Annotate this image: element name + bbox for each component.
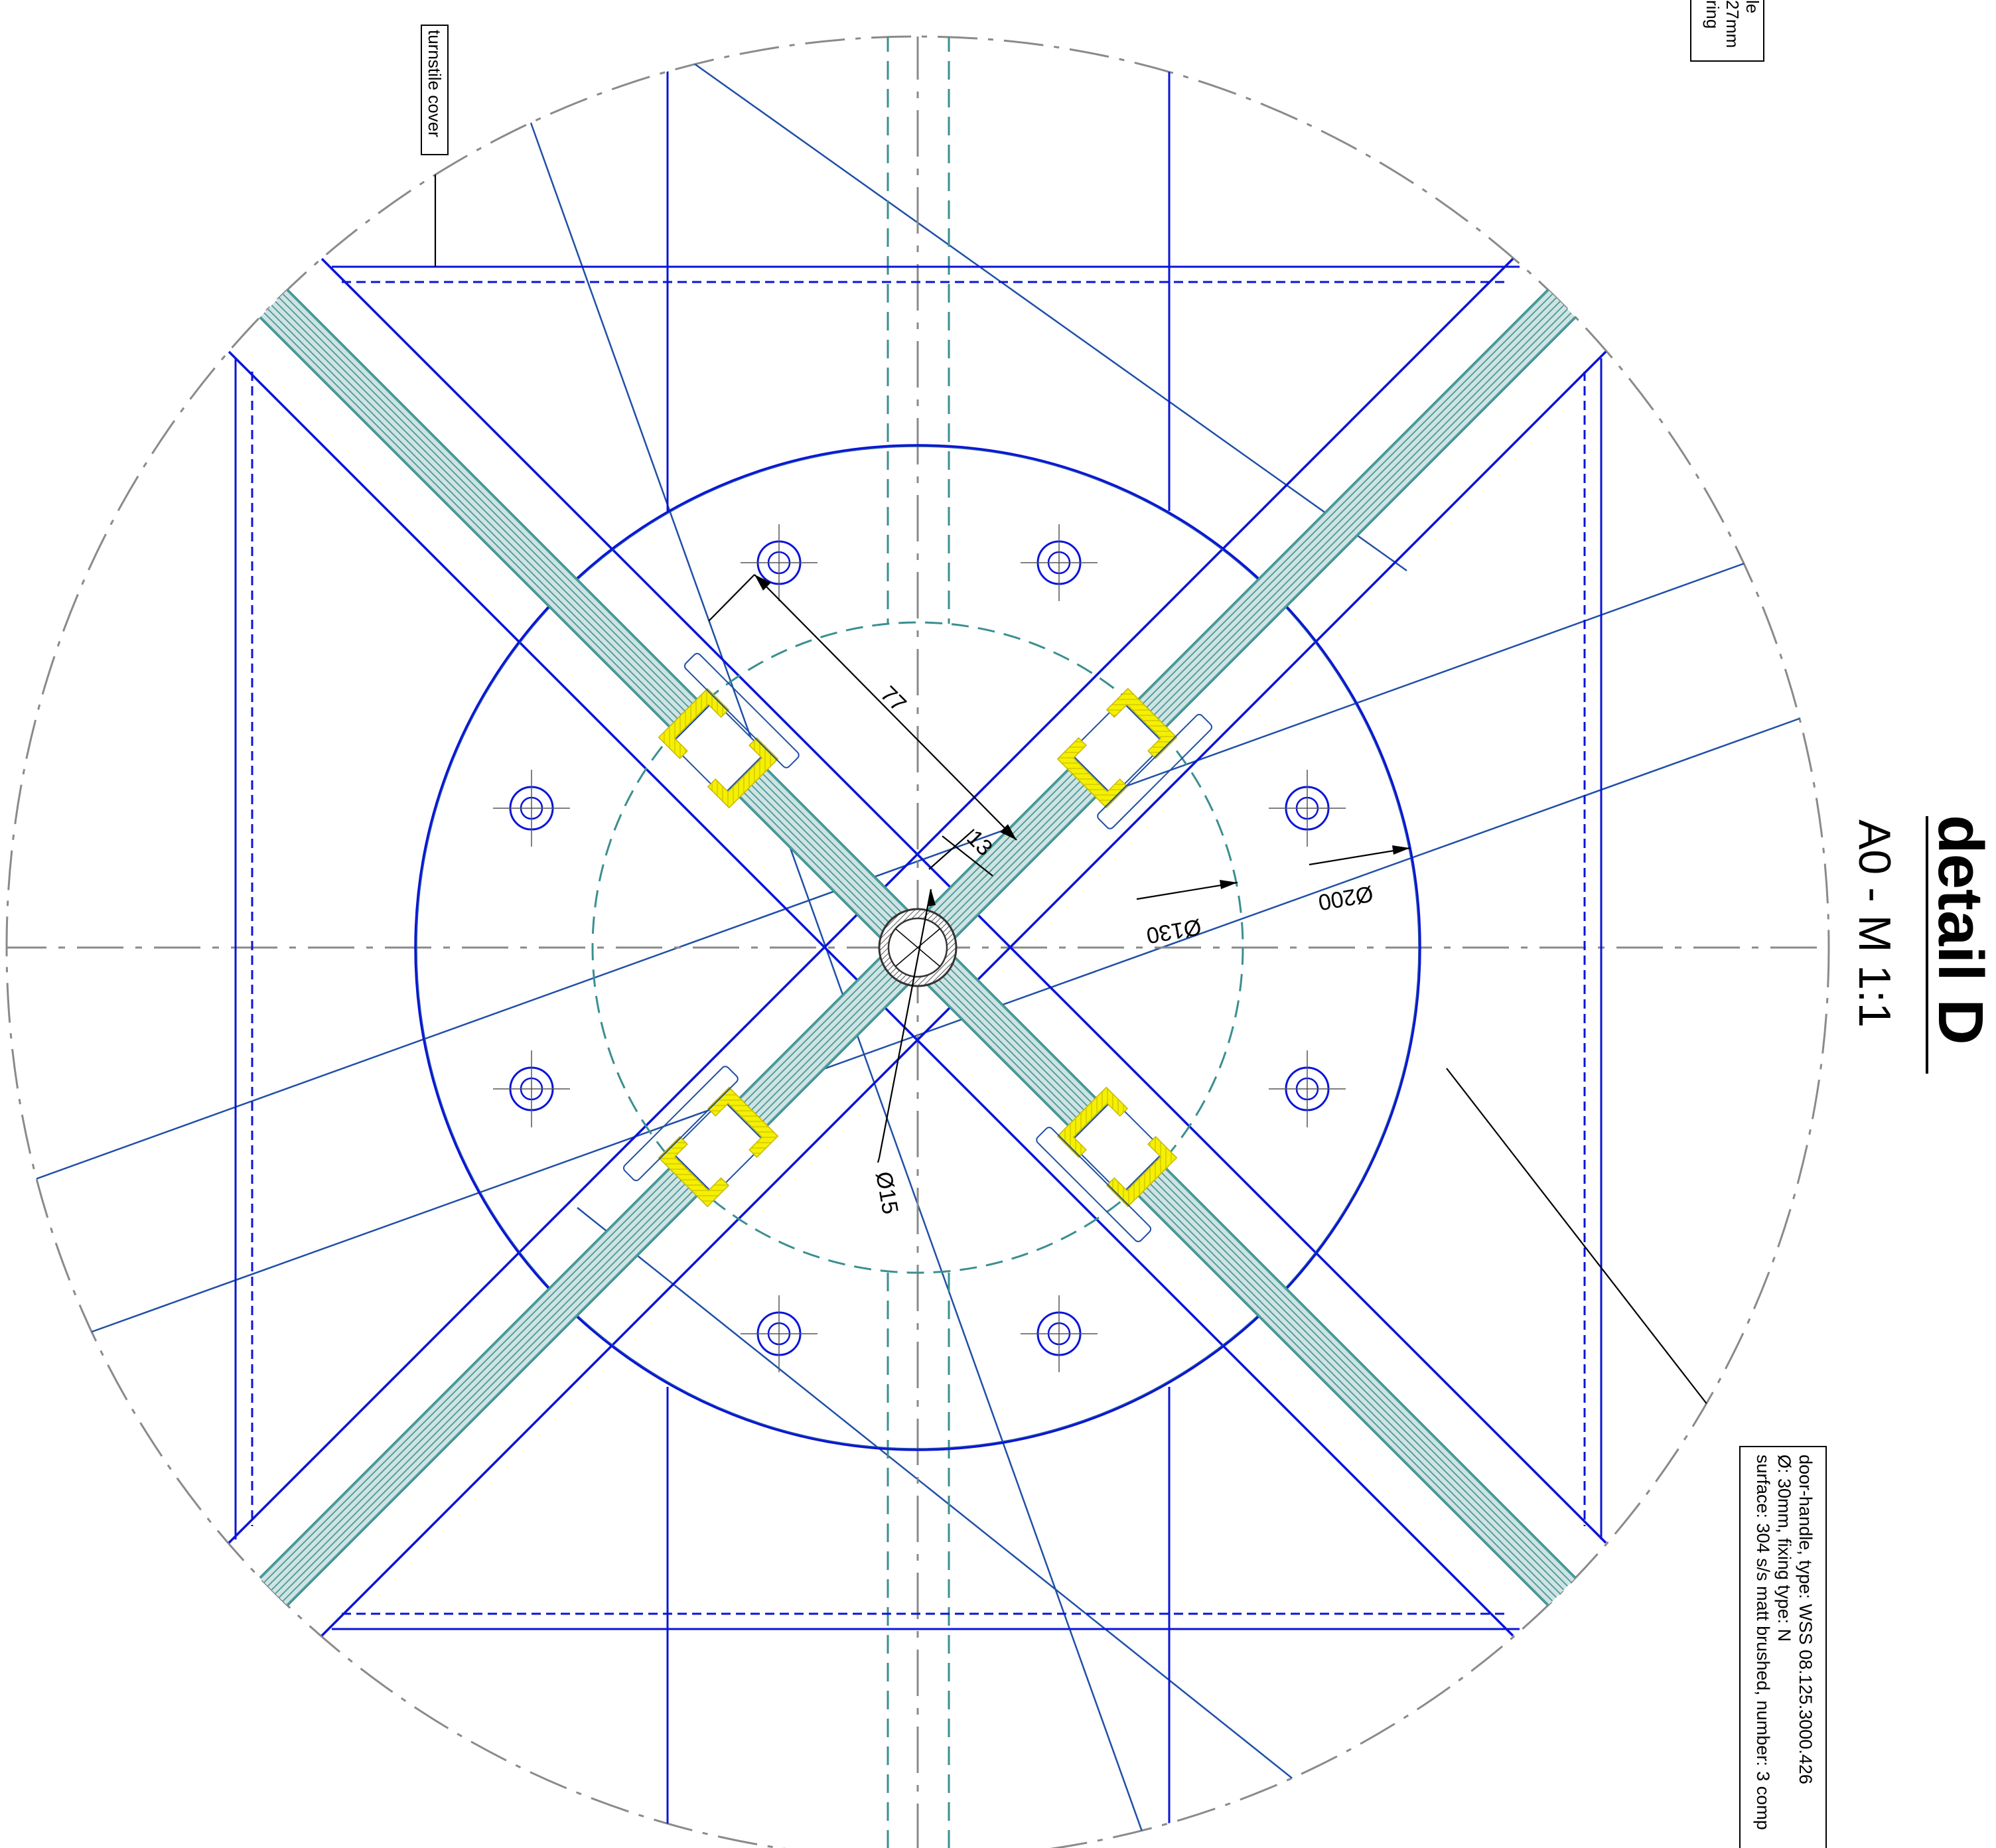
wing-upper-right — [921, 247, 1618, 944]
ring-d130-dashed — [591, 621, 1244, 1274]
svg-text:turnstile cover: turnstile cover — [425, 30, 445, 137]
dimension-lines — [434, 153, 1741, 1447]
callout-turnstile-cover: turnstile cover — [421, 25, 449, 155]
svg-text:27mm: 27mm — [1723, 0, 1743, 48]
mounting-plate — [683, 653, 800, 768]
gasket-inner — [1056, 1086, 1129, 1159]
gasket-outer — [1105, 1135, 1178, 1208]
wing-group — [217, 247, 1618, 1648]
bolt-hole — [741, 1295, 818, 1372]
glass-panel-inner — [729, 758, 914, 944]
title-scale: A0 - M 1:1 — [1849, 819, 1900, 1028]
gasket-outer — [1105, 687, 1178, 760]
glass-panel-outer — [217, 1157, 708, 1648]
svg-text:surface: 304 s/s matt brushed,: surface: 304 s/s matt brushed, number: 3… — [1753, 1455, 1773, 1830]
callout-door-handle: door-handle, type: WSS 08.125.3000.426 Ø… — [1739, 1446, 1827, 1848]
mounting-plate — [1036, 1127, 1152, 1242]
callout-top-right-clipped: le 27mm ring — [1690, 0, 1764, 62]
bolt-hole — [1021, 1295, 1098, 1372]
gasket-inner — [707, 1086, 779, 1159]
wing-upper-left — [217, 247, 914, 944]
bolt-hole — [1269, 770, 1346, 847]
glass-panel-outer — [1127, 1157, 1618, 1648]
svg-text:ring: ring — [1703, 0, 1723, 29]
dim-d15: Ø15 — [871, 1170, 903, 1216]
clamp-block — [1068, 699, 1166, 797]
dimension-arrows — [754, 575, 1410, 906]
bolt-hole — [1269, 1050, 1346, 1127]
svg-text:Ø: 30mm, fixing type: N: Ø: 30mm, fixing type: N — [1774, 1455, 1794, 1642]
dim-d200: Ø200 — [1317, 881, 1376, 915]
clamp-block — [1068, 1098, 1166, 1196]
glass-panel-inner — [729, 951, 914, 1137]
base-disc-d200 — [414, 444, 1421, 1451]
detail-content — [7, 36, 1829, 1848]
glass-panel-outer — [217, 247, 708, 738]
frame-vertical-lines — [666, 66, 1171, 1831]
bolt-hole — [493, 770, 570, 847]
title-block: detail D A0 - M 1:1 — [1849, 815, 1996, 1074]
title-main: detail D — [1925, 815, 1996, 1045]
clamp-block — [670, 1098, 767, 1196]
wing-lower-left — [217, 951, 914, 1648]
gasket-outer — [658, 1135, 730, 1208]
wing-lower-right — [921, 951, 1618, 1648]
mounting-plate — [623, 1066, 739, 1182]
clamp-block — [670, 699, 767, 797]
construction-lines — [29, 57, 1806, 1848]
svg-text:door-handle, type: WSS 08.125.: door-handle, type: WSS 08.125.3000.426 — [1796, 1455, 1816, 1784]
gasket-inner — [1056, 737, 1129, 809]
center-tube — [878, 908, 958, 987]
mounting-plate — [1097, 713, 1212, 829]
bolt-holes — [493, 524, 1346, 1372]
frame-beams — [234, 265, 1603, 1630]
bolt-hole — [493, 1050, 570, 1127]
bolt-hole — [741, 524, 818, 601]
svg-text:le: le — [1743, 0, 1762, 13]
dim-d130: Ø130 — [1145, 914, 1204, 948]
dim-77: 77 — [875, 681, 911, 717]
glass-panel-outer — [1127, 247, 1618, 738]
gasket-inner — [707, 737, 779, 809]
glass-panel-inner — [921, 951, 1107, 1137]
gasket-outer — [658, 687, 730, 760]
bolt-hole — [1021, 524, 1098, 601]
base-disc-d200-inner — [416, 446, 1419, 1449]
